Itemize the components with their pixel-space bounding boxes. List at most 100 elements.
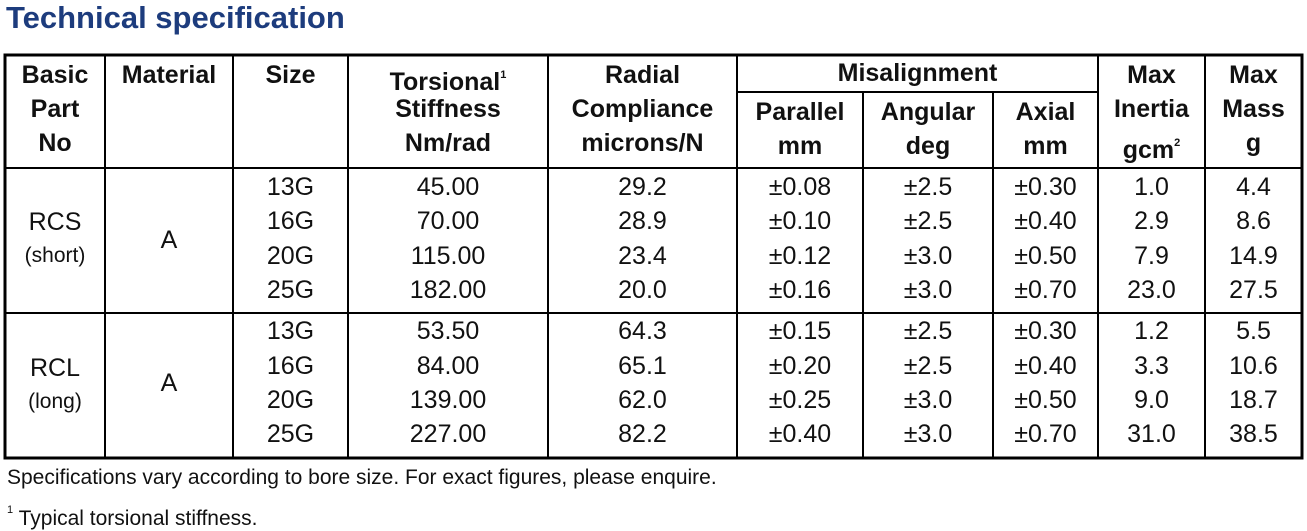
footnote-mark: 1	[7, 504, 14, 516]
header-text: gcm2	[1098, 128, 1205, 165]
cell: 29.2	[618, 173, 667, 201]
header-text: Basic	[21, 61, 89, 89]
cell: ±0.10	[768, 207, 832, 235]
footer-note: Specifications vary according to bore si…	[7, 466, 717, 489]
part-note: (long)	[28, 390, 82, 413]
cell: 53.50	[416, 317, 480, 345]
cell: 2.9	[1134, 207, 1169, 235]
part-note: (short)	[24, 244, 86, 267]
footnote-text: Typical torsional stiffness.	[18, 507, 258, 530]
cell: 45.00	[416, 173, 480, 201]
cell: 25G	[266, 420, 315, 448]
cell: 3.3	[1134, 352, 1169, 380]
cell: ±0.12	[768, 242, 832, 270]
cell: 13G	[266, 317, 315, 345]
cell: 62.0	[618, 386, 667, 414]
header-line: Torsional	[389, 68, 501, 96]
cell: 20G	[266, 386, 315, 414]
header-text: microns/N	[581, 129, 704, 157]
cell: 14.9	[1229, 242, 1278, 270]
header-line: gcm	[1122, 136, 1175, 164]
header-text: No	[38, 129, 72, 157]
cell: ±0.20	[768, 352, 832, 380]
header-text: Torsional1	[348, 60, 548, 97]
cell: 182.00	[409, 276, 487, 304]
header-sup: 2	[1174, 137, 1181, 149]
part-no: RCS	[28, 208, 82, 236]
cell: 82.2	[618, 420, 667, 448]
header-text: Axial	[1015, 98, 1076, 126]
part-no: RCL	[29, 354, 80, 382]
header-text: Size	[265, 61, 316, 89]
material: A	[160, 369, 178, 397]
cell: 139.00	[409, 386, 487, 414]
cell: ±2.5	[903, 317, 953, 345]
cell: 38.5	[1229, 420, 1278, 448]
cell: 28.9	[618, 207, 667, 235]
cell: ±3.0	[903, 242, 953, 270]
cell: 27.5	[1229, 276, 1278, 304]
cell: ±0.40	[1014, 207, 1077, 235]
cell: 4.4	[1236, 173, 1271, 201]
group-header: Misalignment	[837, 59, 998, 87]
cell: ±0.16	[768, 276, 832, 304]
cell: ±0.70	[1014, 276, 1077, 304]
header-text: Angular	[880, 98, 976, 126]
cell: 1.2	[1134, 317, 1169, 345]
header-text: Max	[1127, 61, 1176, 89]
cell: 64.3	[618, 317, 667, 345]
cell: ±0.08	[768, 173, 832, 201]
cell: ±2.5	[903, 173, 953, 201]
header-text: mm	[1023, 132, 1068, 160]
cell: ±0.30	[1014, 173, 1077, 201]
cell: 20.0	[618, 276, 667, 304]
header-text: Part	[30, 95, 80, 123]
cell: 16G	[266, 352, 315, 380]
header-text: Inertia	[1113, 95, 1190, 123]
cell: ±0.40	[1014, 352, 1077, 380]
cell: 115.00	[410, 242, 486, 270]
cell: ±3.0	[903, 276, 953, 304]
cell: 16G	[266, 207, 315, 235]
cell: ±0.30	[1014, 317, 1077, 345]
header-text: deg	[905, 132, 951, 160]
cell: 5.5	[1236, 317, 1271, 345]
cell: 23.4	[618, 242, 667, 270]
header-text: Nm/rad	[404, 129, 492, 157]
header-sup: 1	[500, 69, 507, 81]
cell: 13G	[266, 173, 315, 201]
cell: ±0.15	[768, 317, 832, 345]
cell: 65.1	[618, 352, 667, 380]
cell: 1.0	[1134, 173, 1169, 201]
header-text: Mass	[1222, 95, 1285, 123]
table-border	[3, 53, 1304, 460]
header-text: Material	[121, 61, 217, 89]
cell: 31.0	[1127, 420, 1176, 448]
cell: 70.00	[416, 207, 480, 235]
cell: 23.0	[1127, 276, 1176, 304]
header-text: Radial	[604, 61, 681, 89]
cell: ±0.40	[768, 420, 832, 448]
cell: ±0.50	[1014, 386, 1077, 414]
cell: 20G	[266, 242, 315, 270]
header-text: Stiffness	[395, 95, 501, 123]
header-text: Parallel	[755, 98, 845, 126]
cell: ±0.25	[768, 386, 832, 414]
cell: ±0.50	[1014, 242, 1077, 270]
cell: ±2.5	[903, 352, 953, 380]
cell: 7.9	[1134, 242, 1169, 270]
header-text: Max	[1229, 61, 1278, 89]
cell: ±2.5	[903, 207, 953, 235]
title: Technical specification	[6, 0, 345, 35]
cell: 9.0	[1134, 386, 1169, 414]
cell: 84.00	[416, 352, 480, 380]
cell: 10.6	[1229, 352, 1278, 380]
cell: 227.00	[409, 420, 487, 448]
material: A	[160, 226, 178, 254]
footnote: 1 Typical torsional stiffness.	[7, 497, 257, 531]
header-text: Compliance	[571, 95, 714, 123]
header-text: g	[1245, 129, 1262, 157]
cell: ±3.0	[903, 386, 953, 414]
